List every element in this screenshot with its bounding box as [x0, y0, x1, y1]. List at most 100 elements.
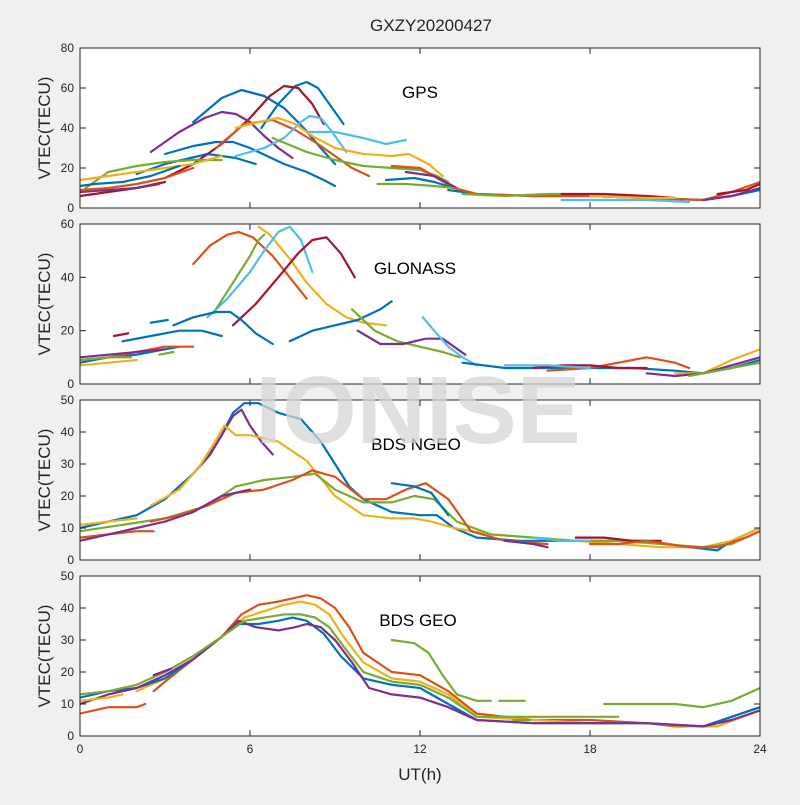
series-line-10: [234, 116, 444, 178]
series-line-27: [588, 194, 677, 200]
series-line-9: [503, 539, 549, 549]
y-tick-label: 40: [61, 601, 75, 615]
series-line-8: [121, 329, 223, 343]
y-tick-label: 20: [61, 489, 75, 503]
series-line-1: [80, 702, 147, 715]
y-axis-label: VTEC(TECU): [35, 77, 54, 180]
series-line-13: [149, 318, 169, 324]
y-tick-label: 30: [61, 457, 75, 471]
series-line-7: [390, 638, 492, 702]
series-line-16: [80, 182, 161, 194]
series-line-26: [503, 364, 592, 370]
plot-area: [80, 48, 760, 208]
series-line-4: [231, 236, 356, 327]
series-line-5: [163, 84, 325, 180]
y-tick-label: 50: [61, 569, 75, 583]
series-line-2: [260, 80, 345, 130]
series-line-21: [404, 170, 458, 190]
y-tick-label: 60: [61, 217, 75, 231]
y-tick-label: 40: [61, 425, 75, 439]
x-axis-label: UT(h): [398, 765, 441, 784]
series-line-6: [172, 310, 274, 346]
series-line-25: [688, 361, 760, 378]
y-tick-label: 40: [61, 270, 75, 284]
y-tick-label: 30: [61, 633, 75, 647]
panel-label: GLONASS: [374, 259, 456, 278]
series-line-5: [149, 469, 549, 546]
series-group: [80, 225, 760, 378]
series-line-13: [80, 154, 223, 182]
watermark: IONISE: [255, 357, 580, 464]
series-line-19: [158, 350, 175, 356]
series-line-10: [356, 329, 467, 356]
series-line-8: [234, 114, 348, 158]
series-line-3: [206, 225, 314, 319]
series-line-18: [80, 356, 133, 362]
series-line-2: [192, 408, 274, 475]
series-line-1: [192, 230, 308, 300]
series-line-12: [152, 667, 172, 677]
series-group: [80, 594, 760, 728]
series-line-3: [149, 424, 760, 549]
series-line-9: [350, 308, 461, 359]
y-tick-label: 10: [61, 521, 75, 535]
plot-area: [80, 576, 760, 736]
y-tick-label: 80: [61, 41, 75, 55]
series-line-17: [80, 166, 195, 192]
y-tick-label: 60: [61, 81, 75, 95]
series-line-20: [376, 182, 456, 190]
series-line-11: [421, 316, 478, 367]
series-line-29: [716, 182, 760, 196]
y-axis-label: VTEC(TECU): [35, 605, 54, 708]
series-line-12: [112, 332, 130, 338]
y-tick-label: 20: [61, 161, 75, 175]
series-line-14: [80, 164, 181, 188]
series-line-16: [80, 348, 167, 359]
series-line-11: [588, 530, 760, 549]
panel-gps: 0 20 40 60 80 VTEC(TECU) GPS: [35, 41, 761, 215]
series-line-24: [461, 192, 563, 198]
series-line-26: [560, 198, 691, 204]
x-tick-label: 24: [753, 742, 767, 756]
y-axis-label: VTEC(TECU): [35, 429, 54, 532]
series-line-19: [384, 176, 456, 190]
series-line-13: [80, 517, 138, 526]
y-tick-label: 20: [61, 324, 75, 338]
plot-area: [80, 400, 760, 560]
panel-label: BDS GEO: [379, 611, 456, 630]
panel-label: BDS NGEO: [371, 435, 461, 454]
series-line-8: [390, 482, 450, 517]
series-line-17: [80, 358, 138, 367]
series-line-6: [80, 530, 155, 539]
y-tick-label: 10: [61, 697, 75, 711]
series-line-7: [214, 118, 371, 178]
series-line-28: [702, 186, 760, 202]
series-group: [80, 402, 760, 552]
series-line-12: [532, 536, 592, 542]
y-tick-label: 50: [61, 393, 75, 407]
x-tick-label: 12: [413, 742, 427, 756]
series-line-10: [603, 686, 760, 709]
series-line-5: [214, 233, 266, 311]
y-axis-label: VTEC(TECU): [35, 253, 54, 356]
y-tick-label: 40: [61, 121, 75, 135]
series-line-9: [305, 130, 407, 146]
series-line-3: [163, 140, 337, 188]
x-tick-label: 0: [77, 742, 84, 756]
y-tick-label: 0: [67, 201, 74, 215]
panel-glonass: 0 20 40 60 VTEC(TECU) GLONASS: [35, 217, 761, 391]
series-line-13: [80, 693, 124, 702]
chart-title: GXZY20200427: [370, 16, 492, 35]
series-line-7: [80, 488, 252, 542]
y-tick-label: 20: [61, 665, 75, 679]
x-tick-label: 18: [583, 742, 597, 756]
panel-bds-geo: 0 10 20 30 40 50 0 6 12 18 24 VTEC(TECU) BDS GEO: [35, 569, 767, 756]
y-tick-label: 0: [67, 729, 74, 743]
series-line-12: [84, 158, 223, 190]
panel-bds-ngeo: 0 10 20 30 40 50 VTEC(TECU) BDS NGEO: [35, 393, 761, 567]
x-tick-label: 6: [247, 742, 254, 756]
panel-label: GPS: [402, 83, 438, 102]
